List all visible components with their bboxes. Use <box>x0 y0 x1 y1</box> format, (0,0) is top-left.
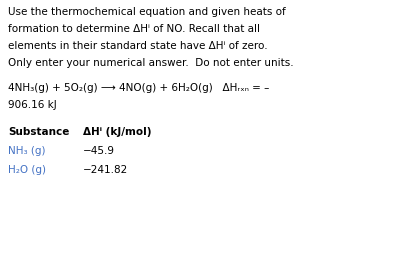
Text: 4NH₃(g) + 5O₂(g) ⟶ 4NO(g) + 6H₂O(g)   ΔHᵣₓₙ = –: 4NH₃(g) + 5O₂(g) ⟶ 4NO(g) + 6H₂O(g) ΔHᵣₓ… <box>8 83 269 93</box>
Text: ΔHⁱ (kJ/mol): ΔHⁱ (kJ/mol) <box>83 127 152 137</box>
Text: Only enter your numerical answer.  Do not enter units.: Only enter your numerical answer. Do not… <box>8 58 294 68</box>
Text: NH₃ (g): NH₃ (g) <box>8 146 46 156</box>
Text: −45.9: −45.9 <box>83 146 115 156</box>
Text: Substance: Substance <box>8 127 69 137</box>
Text: −241.82: −241.82 <box>83 165 128 175</box>
Text: formation to determine ΔHⁱ of NO. Recall that all: formation to determine ΔHⁱ of NO. Recall… <box>8 24 260 34</box>
Text: H₂O (g): H₂O (g) <box>8 165 46 175</box>
Text: elements in their standard state have ΔHⁱ of zero.: elements in their standard state have ΔH… <box>8 41 268 51</box>
Text: 906.16 kJ: 906.16 kJ <box>8 100 57 110</box>
Text: Use the thermochemical equation and given heats of: Use the thermochemical equation and give… <box>8 7 286 17</box>
